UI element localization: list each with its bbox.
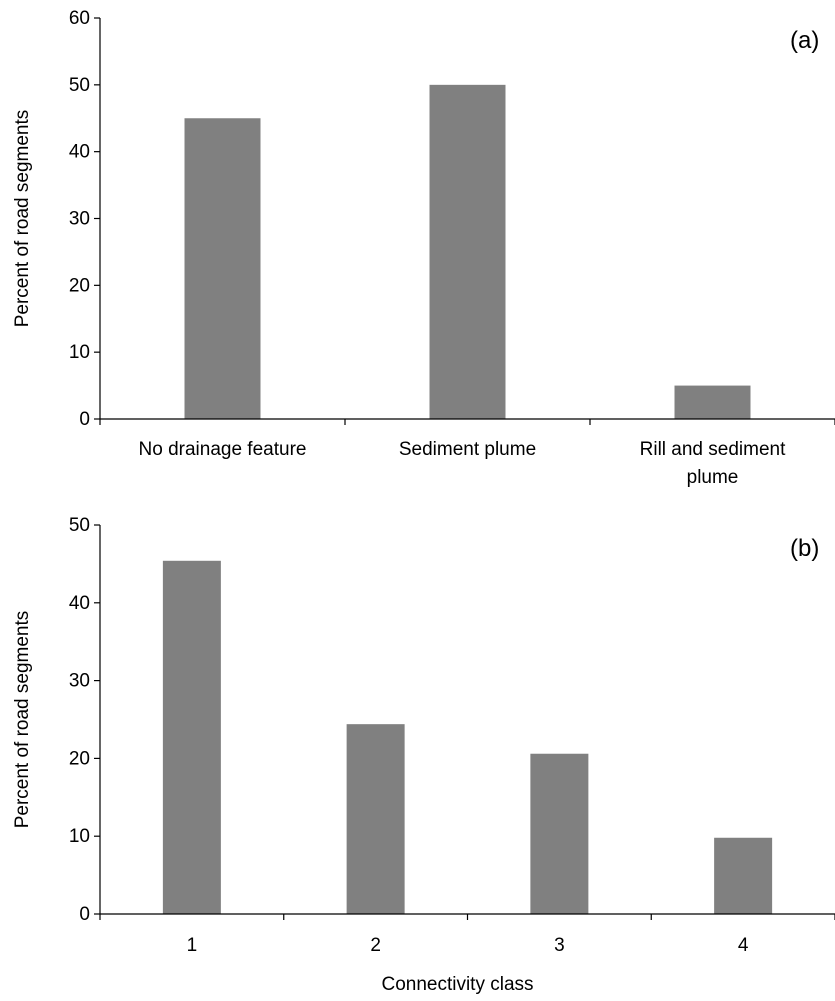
bar-4 [714,837,773,914]
bar-3 [674,385,751,419]
x-tick-label: 1 [187,935,198,956]
bar-3 [530,753,589,914]
x-tick-label: 3 [554,935,565,956]
y-tick-label: 10 [69,342,90,363]
y-tick-label: 60 [69,8,90,29]
bar-1 [184,118,261,419]
y-tick-label: 0 [79,409,90,430]
y-tick-label: 40 [69,593,90,614]
x-tick-label: plume [687,467,739,488]
x-tick-label: 4 [738,935,749,956]
y-tick-label: 20 [69,275,90,296]
y-tick-label: 30 [69,671,90,692]
y-tick-label: 10 [69,826,90,847]
bar-2 [429,84,506,419]
x-tick-label: 2 [370,935,381,956]
chart-panel-a: 0 10 20 30 40 50 60 No drainage feature Sediment… [12,8,835,488]
x-tick-label: No drainage feature [139,439,307,460]
y-tick-label: 50 [69,515,90,536]
x-tick-label: Rill and sediment [640,439,786,460]
bar-2 [346,724,405,914]
y-tick-label: 30 [69,209,90,230]
chart-panel-b: 0 10 20 30 40 50 1 2 3 4 Percent of road segments C… [12,515,835,995]
y-axis-title: Percent of road segments [12,110,33,328]
panel-label: (b) [790,535,819,562]
y-tick-label: 20 [69,748,90,769]
x-tick-label: Sediment plume [399,439,536,460]
y-tick-label: 50 [69,75,90,96]
x-axis-title: Connectivity class [381,974,533,995]
y-axis-title: Percent of road segments [12,611,33,829]
bar-1 [162,560,221,914]
y-tick-label: 0 [79,904,90,925]
y-tick-label: 40 [69,142,90,163]
panel-label: (a) [790,27,819,54]
